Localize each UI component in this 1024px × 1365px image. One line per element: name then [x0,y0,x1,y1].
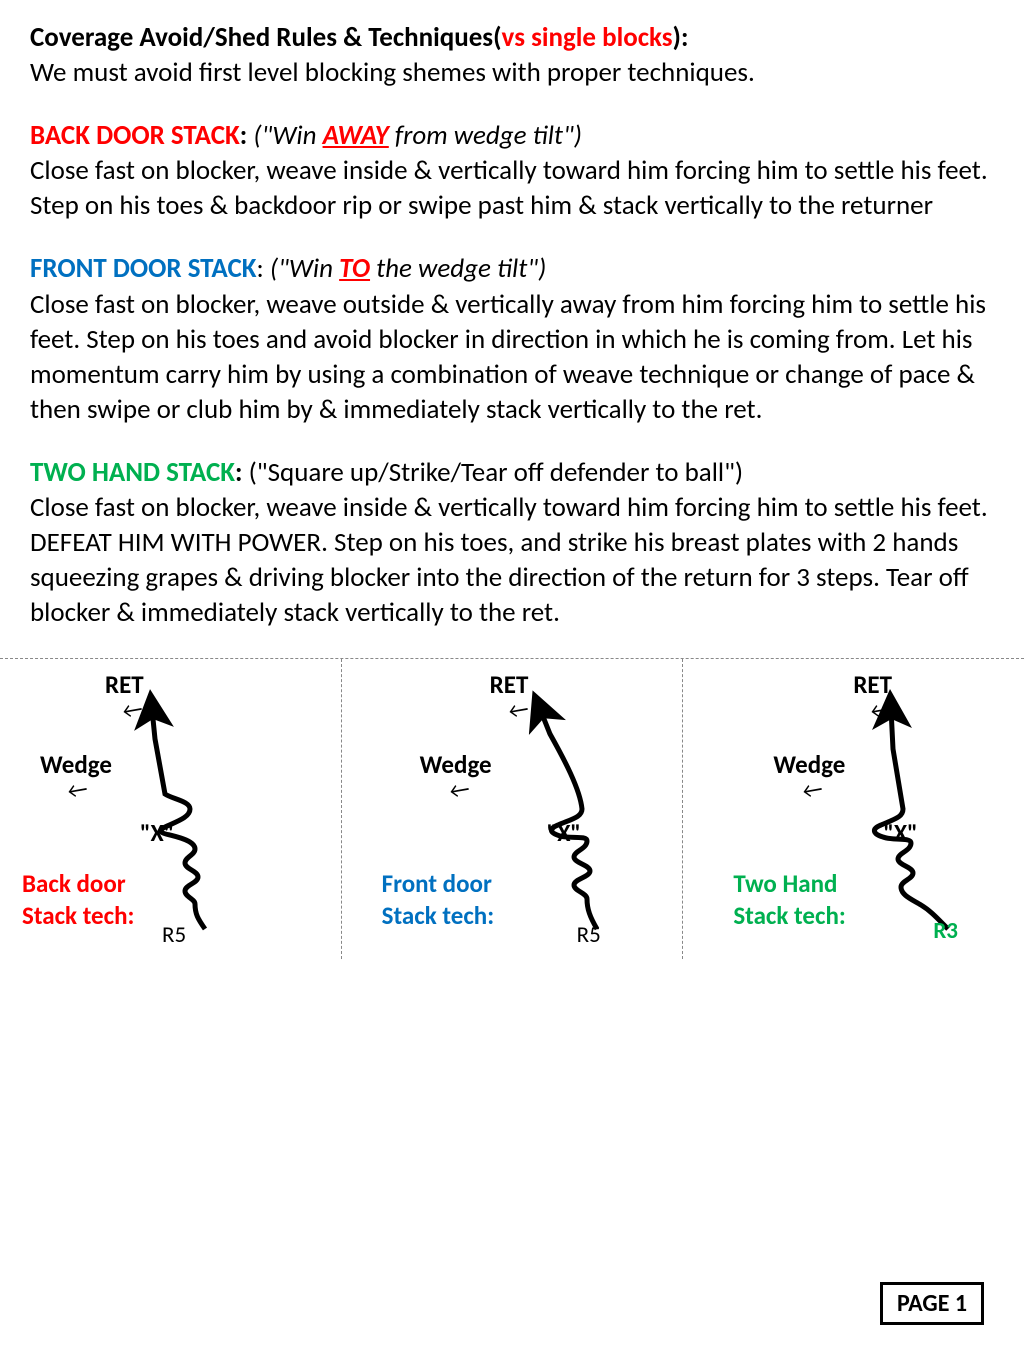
tech-line-1: Back door [22,869,126,899]
x-mark: "X" [883,819,917,848]
front-tag-close: the wedge tilt") [370,252,546,285]
tech-line-1: Two Hand [733,869,837,899]
back-body: Close fast on blocker, weave inside & ve… [30,154,988,222]
ret-label: RET [853,671,892,699]
title-part-a: Coverage Avoid/Shed Rules & Techniques( [30,21,502,54]
diagram-back-door: RET ↙ Wedge ↙ "X" Back door Stack tech: … [0,659,342,959]
front-tag-open: ("Win [270,252,339,285]
tech-line-2: Stack tech: [382,901,494,931]
diagram-row: RET ↙ Wedge ↙ "X" Back door Stack tech: … [0,659,1024,959]
player-label: R3 [933,917,958,945]
back-tag-close: from wedge tilt") [389,119,582,152]
two-tag: ("Square up/Strike/Tear off defender to … [249,456,744,489]
x-mark: "X" [140,819,174,848]
header-block: Coverage Avoid/Shed Rules & Techniques(v… [30,20,994,90]
front-door-section: FRONT DOOR STACK: ("Win TO the wedge til… [30,251,994,426]
title-part-c: ): [673,21,689,54]
back-colon: : [240,119,254,152]
two-colon: : [235,456,249,489]
front-tag-key: TO [339,252,370,285]
front-body: Close fast on blocker, weave outside & v… [30,288,986,426]
player-label: R5 [162,921,186,949]
front-label: FRONT DOOR STACK [30,252,257,285]
front-colon: : [257,252,270,285]
back-tag-key: AWAY [323,119,389,152]
player-label: R5 [577,921,601,949]
back-tag-open: ("Win [253,119,322,152]
tech-line-1: Front door [382,869,492,899]
tech-line-2: Stack tech: [22,901,134,931]
ret-label: RET [105,671,144,699]
two-label: TWO HAND STACK [30,456,235,489]
intro-text: We must avoid first level blocking sheme… [30,56,755,89]
back-door-section: BACK DOOR STACK: ("Win AWAY from wedge t… [30,118,994,223]
two-hand-section: TWO HAND STACK: ("Square up/Strike/Tear … [30,455,994,630]
wedge-label: Wedge [420,751,492,779]
title-part-b: vs single blocks [502,21,673,54]
two-body: Close fast on blocker, weave inside & ve… [30,491,988,629]
diagram-two-hand: RET ↙ Wedge ↙ "X" Two Hand Stack tech: R… [683,659,1024,959]
text-content: Coverage Avoid/Shed Rules & Techniques(v… [0,0,1024,630]
tech-line-2: Stack tech: [733,901,845,931]
wedge-label: Wedge [773,751,845,779]
back-label: BACK DOOR STACK [30,119,240,152]
page-number: PAGE 1 [880,1282,984,1325]
diagram-front-door: RET ↙ Wedge ↙ "X" Front door Stack tech:… [342,659,684,959]
x-mark: "X" [547,819,581,848]
